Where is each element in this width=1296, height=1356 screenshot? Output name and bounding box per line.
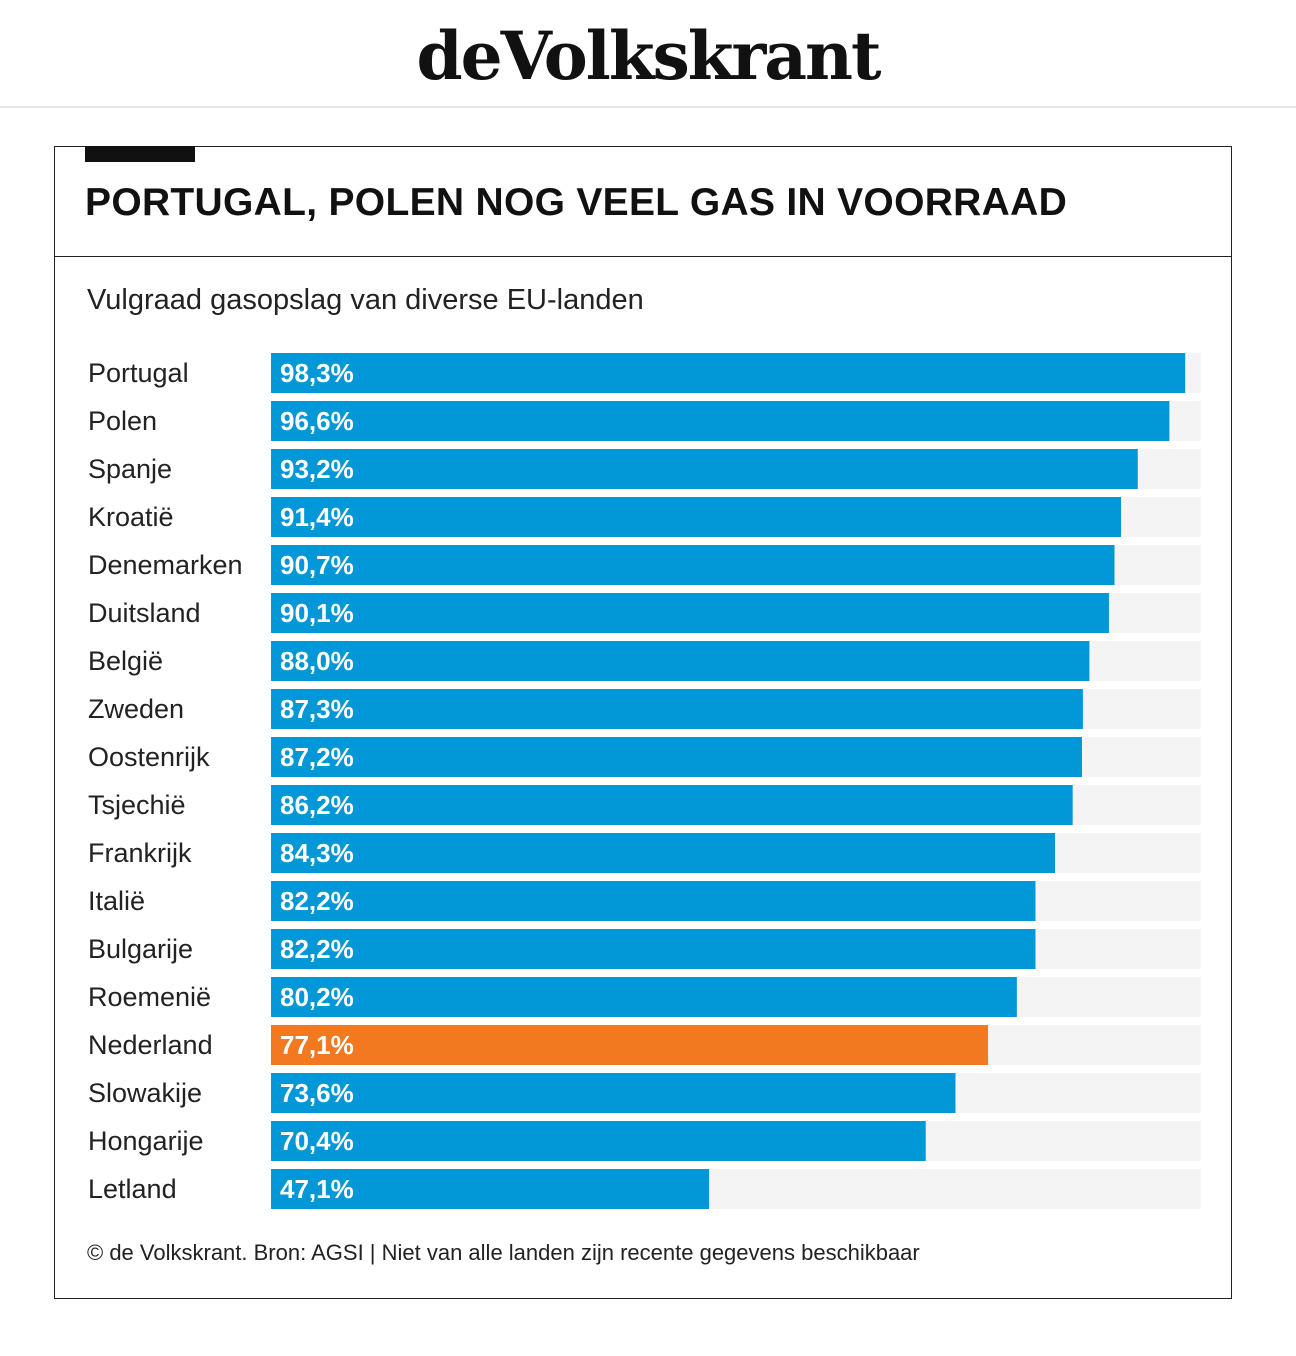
bar-value-label: 90,1% [280, 598, 354, 628]
category-label: Letland [88, 1174, 177, 1204]
bar-value-label: 90,7% [280, 550, 354, 580]
bar [271, 833, 1055, 873]
bar-value-label: 98,3% [280, 358, 354, 388]
bar-value-label: 88,0% [280, 646, 354, 676]
category-label: Portugal [88, 358, 189, 388]
category-label: Polen [88, 406, 157, 436]
category-label: België [88, 646, 163, 676]
chart-source-note: © de Volkskrant. Bron: AGSI | Niet van a… [87, 1240, 920, 1265]
category-label: Hongarije [88, 1126, 204, 1156]
category-label: Tsjechië [88, 790, 186, 820]
bar-value-label: 93,2% [280, 454, 354, 484]
bar-value-label: 82,2% [280, 934, 354, 964]
category-label: Zweden [88, 694, 184, 724]
bar [271, 785, 1073, 825]
bar-value-label: 86,2% [280, 790, 354, 820]
bar-value-label: 47,1% [280, 1174, 354, 1204]
bar [271, 929, 1036, 969]
bar [271, 1169, 710, 1209]
category-label: Frankrijk [88, 838, 192, 868]
bar-highlight [271, 1025, 989, 1065]
bar [271, 977, 1017, 1017]
title-divider [55, 256, 1231, 257]
bar [271, 881, 1036, 921]
chart-card: PORTUGAL, POLEN NOG VEEL GAS IN VOORRAAD… [54, 146, 1232, 1299]
bar [271, 1121, 926, 1161]
bar [271, 353, 1186, 393]
bar-value-label: 96,6% [280, 406, 354, 436]
bar [271, 449, 1138, 489]
bar-value-label: 82,2% [280, 886, 354, 916]
chart-subtitle: Vulgraad gasopslag van diverse EU-landen [87, 284, 644, 316]
bar [271, 401, 1170, 441]
bar-value-label: 84,3% [280, 838, 354, 868]
chart-title: PORTUGAL, POLEN NOG VEEL GAS IN VOORRAAD [85, 181, 1068, 224]
category-label: Spanje [88, 454, 172, 484]
bar-chart: Portugal 98,3% Polen 96,6% Spanje 93,2% Kroati… [88, 353, 1201, 1209]
title-accent-bar [85, 146, 195, 162]
category-label: Slowakije [88, 1078, 202, 1108]
masthead: deVolkskrant [0, 0, 1296, 108]
bar [271, 497, 1122, 537]
category-label: Nederland [88, 1030, 213, 1060]
bar [271, 641, 1090, 681]
bar-value-label: 91,4% [280, 502, 354, 532]
bar-value-label: 87,2% [280, 742, 354, 772]
category-label: Denemarken [88, 550, 243, 580]
category-label: Kroatië [88, 502, 174, 532]
bar-value-label: 73,6% [280, 1078, 354, 1108]
bar-value-label: 70,4% [280, 1126, 354, 1156]
bar-value-label: 77,1% [280, 1030, 354, 1060]
category-label: Duitsland [88, 598, 201, 628]
bar [271, 1073, 956, 1113]
category-label: Italië [88, 886, 145, 916]
category-label: Oostenrijk [88, 742, 210, 772]
bar [271, 545, 1115, 585]
volkskrant-logo: deVolkskrant [416, 17, 881, 95]
bar [271, 689, 1083, 729]
category-label: Roemenië [88, 982, 211, 1012]
bar [271, 737, 1082, 777]
bar-value-label: 80,2% [280, 982, 354, 1012]
bar-value-label: 87,3% [280, 694, 354, 724]
category-label: Bulgarije [88, 934, 193, 964]
bar [271, 593, 1109, 633]
